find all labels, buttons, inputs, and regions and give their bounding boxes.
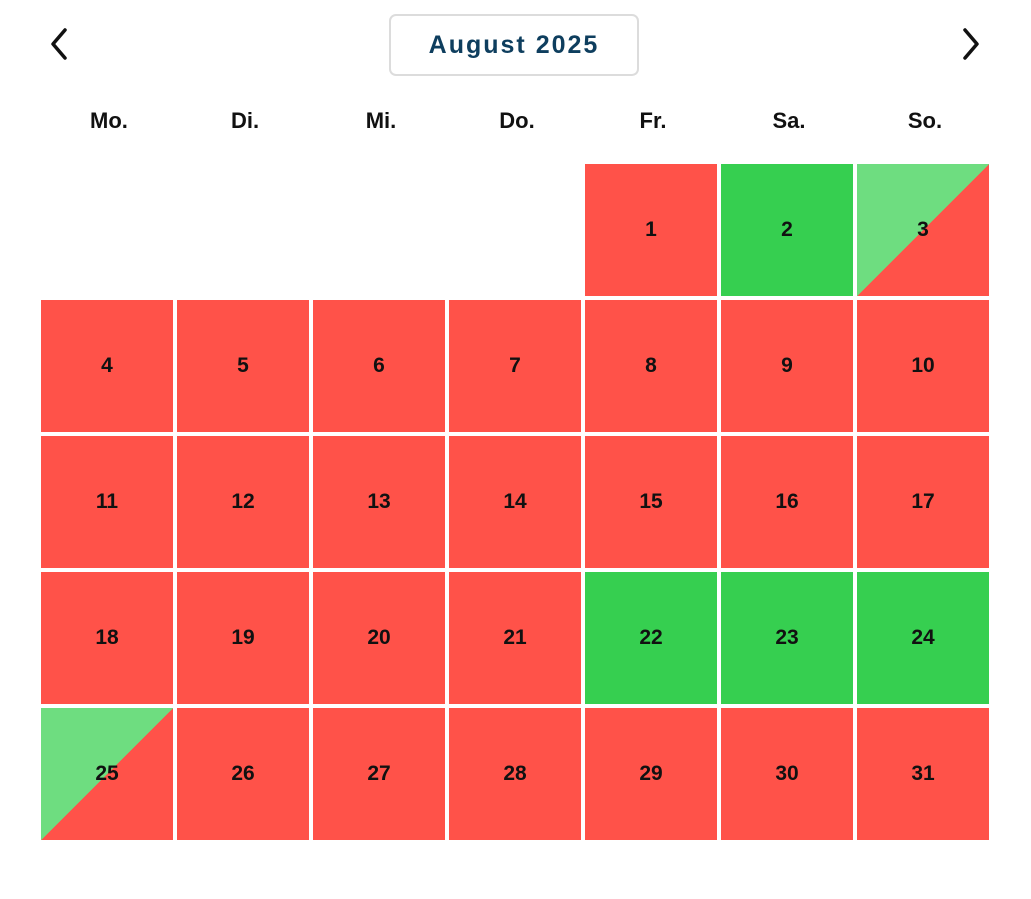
day-cell-booked[interactable]: 19 — [177, 572, 309, 704]
day-cell-free[interactable]: 24 — [857, 572, 989, 704]
day-number: 1 — [645, 218, 657, 241]
empty-day-cell — [313, 164, 445, 296]
day-number: 29 — [639, 762, 663, 785]
weekday-label: So. — [907, 108, 943, 133]
day-cell-free[interactable]: 23 — [721, 572, 853, 704]
day-number: 14 — [503, 490, 527, 513]
day-number: 22 — [639, 626, 663, 649]
weekday-label: Di. — [230, 108, 260, 133]
day-cell-booked[interactable]: 6 — [313, 300, 445, 432]
calendar-grid: 1 2 3 4 5 6 7 8 9 10 11 12 13 14 15 16 17 18 19 20 21 22 23 24 2… — [41, 164, 989, 840]
day-number: 31 — [911, 762, 935, 785]
day-cell-booked[interactable]: 12 — [177, 436, 309, 568]
day-cell-booked[interactable]: 17 — [857, 436, 989, 568]
day-number: 6 — [373, 354, 385, 377]
month-title-button[interactable]: August 2025 — [389, 14, 639, 76]
day-number: 4 — [101, 354, 113, 377]
day-number: 24 — [911, 626, 935, 649]
day-number: 15 — [639, 490, 663, 513]
day-cell-booked[interactable]: 29 — [585, 708, 717, 840]
day-number: 27 — [367, 762, 391, 785]
day-cell-booked[interactable]: 14 — [449, 436, 581, 568]
day-number: 2 — [781, 218, 793, 241]
day-number: 28 — [503, 762, 527, 785]
day-number: 23 — [775, 626, 799, 649]
day-cell-booked[interactable]: 31 — [857, 708, 989, 840]
next-month-button[interactable] — [948, 22, 992, 66]
weekday-label: Mi. — [365, 108, 397, 133]
weekday-label: Sa. — [772, 108, 806, 133]
day-cell-booked[interactable]: 7 — [449, 300, 581, 432]
day-number: 10 — [911, 354, 935, 377]
day-number: 16 — [775, 490, 799, 513]
day-cell-booked[interactable]: 28 — [449, 708, 581, 840]
weekday-label: Do. — [499, 108, 535, 133]
day-number: 19 — [231, 626, 255, 649]
day-cell-booked[interactable]: 9 — [721, 300, 853, 432]
day-cell-booked[interactable]: 26 — [177, 708, 309, 840]
prev-month-button[interactable] — [38, 22, 82, 66]
empty-day-cell — [177, 164, 309, 296]
day-cell-booked[interactable]: 5 — [177, 300, 309, 432]
day-cell-booked[interactable]: 10 — [857, 300, 989, 432]
day-number: 7 — [509, 354, 521, 377]
day-cell-booked[interactable]: 8 — [585, 300, 717, 432]
day-cell-booked[interactable]: 21 — [449, 572, 581, 704]
day-number: 5 — [237, 354, 249, 377]
weekday-header: Mo. Di. Mi. Do. Fr. Sa. So. — [41, 104, 993, 138]
day-number: 12 — [231, 490, 255, 513]
day-number: 11 — [95, 490, 119, 513]
chevron-left-icon — [51, 28, 67, 60]
day-number: 30 — [775, 762, 799, 785]
day-cell-free[interactable]: 22 — [585, 572, 717, 704]
day-cell-half[interactable]: 3 — [857, 164, 989, 296]
day-number: 21 — [503, 626, 527, 649]
day-number: 18 — [95, 626, 119, 649]
empty-day-cell — [449, 164, 581, 296]
day-number: 20 — [367, 626, 391, 649]
day-cell-free[interactable]: 2 — [721, 164, 853, 296]
chevron-right-icon — [963, 28, 979, 60]
day-cell-booked[interactable]: 18 — [41, 572, 173, 704]
day-cell-booked[interactable]: 1 — [585, 164, 717, 296]
day-cell-booked[interactable]: 13 — [313, 436, 445, 568]
day-number: 8 — [645, 354, 657, 377]
day-number: 26 — [231, 762, 255, 785]
day-cell-booked[interactable]: 20 — [313, 572, 445, 704]
weekday-label: Fr. — [639, 108, 667, 133]
day-number: 13 — [367, 490, 391, 513]
day-number: 3 — [917, 218, 929, 241]
day-cell-booked[interactable]: 16 — [721, 436, 853, 568]
day-cell-booked[interactable]: 27 — [313, 708, 445, 840]
day-number: 17 — [911, 490, 935, 513]
weekday-label: Mo. — [90, 108, 128, 133]
empty-day-cell — [41, 164, 173, 296]
day-cell-booked[interactable]: 15 — [585, 436, 717, 568]
day-cell-booked[interactable]: 30 — [721, 708, 853, 840]
day-cell-booked[interactable]: 11 — [41, 436, 173, 568]
day-cell-half[interactable]: 25 — [41, 708, 173, 840]
day-number: 25 — [95, 762, 119, 785]
day-cell-booked[interactable]: 4 — [41, 300, 173, 432]
day-number: 9 — [781, 354, 793, 377]
